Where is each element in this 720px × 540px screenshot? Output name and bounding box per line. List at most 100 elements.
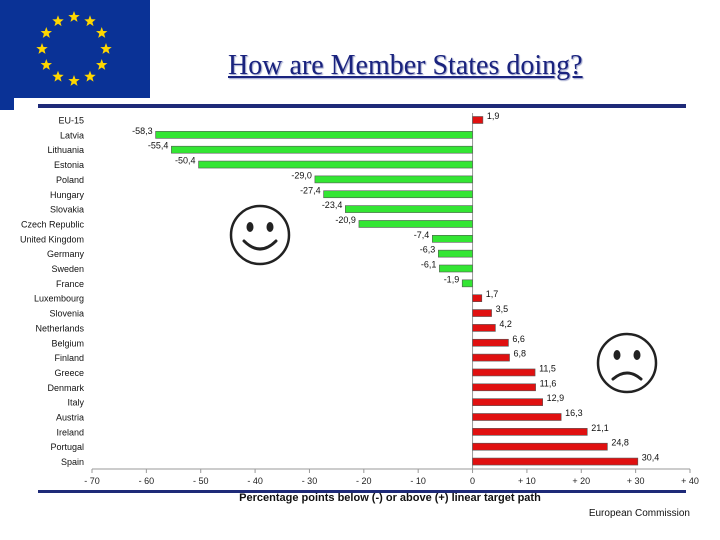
x-tick-label: - 50 <box>193 476 209 486</box>
flag-star <box>84 70 96 82</box>
data-label: 21,1 <box>591 423 609 433</box>
bar <box>472 428 588 436</box>
bar <box>439 264 473 273</box>
x-tick-label: + 30 <box>627 476 645 486</box>
category-label: France <box>56 279 84 289</box>
bar <box>472 324 496 332</box>
data-label: 11,6 <box>540 378 557 388</box>
category-label: Czech Republic <box>21 219 85 229</box>
x-tick-label: - 30 <box>302 476 318 486</box>
x-tick-label: - 70 <box>84 476 100 486</box>
category-label: Sweden <box>51 264 84 274</box>
category-label: Netherlands <box>35 323 84 333</box>
x-tick-label: + 10 <box>518 476 536 486</box>
bar <box>472 457 639 466</box>
flag-star <box>68 75 80 86</box>
footer-text: European Commission <box>588 508 690 519</box>
bar-chart: - 70 - 60 - 50 - 40 - 30 - 20 - 10 0 + 10 + 20 + 3… <box>20 111 699 504</box>
category-label: Lithuania <box>47 145 84 155</box>
data-label: 6,6 <box>512 334 525 344</box>
data-label: -6,3 <box>420 245 436 255</box>
data-label: 30,4 <box>642 453 660 463</box>
data-label: 6,8 <box>514 349 527 359</box>
bar <box>472 353 510 362</box>
data-label: 3,5 <box>496 304 509 314</box>
data-label: 4,2 <box>499 319 512 329</box>
eu-stars <box>36 11 112 86</box>
category-label: Italy <box>67 398 84 408</box>
flag-star <box>40 27 52 38</box>
data-label: 1,9 <box>487 111 500 121</box>
bar <box>472 368 536 377</box>
flag-star <box>36 43 48 54</box>
flag-star <box>96 27 108 38</box>
data-label: -6,1 <box>421 260 437 270</box>
smiley-happy-icon <box>229 204 291 266</box>
bar <box>472 398 543 406</box>
category-label: Denmark <box>47 383 84 393</box>
x-tick-label: - 10 <box>410 476 426 486</box>
flag-star <box>40 59 52 70</box>
bar <box>472 309 492 317</box>
category-label: Spain <box>61 457 84 467</box>
data-label: 24,8 <box>611 438 629 448</box>
category-label: Belgium <box>51 338 84 348</box>
bar <box>155 131 473 139</box>
bar <box>472 338 509 347</box>
bar <box>358 220 473 228</box>
category-label: Greece <box>54 368 84 378</box>
data-label: -20,9 <box>335 215 356 225</box>
x-tick-label: + 20 <box>572 476 590 486</box>
bar <box>472 383 536 392</box>
eu-flag-logo <box>0 0 150 98</box>
data-label: -27,4 <box>300 185 321 195</box>
category-label: Austria <box>56 413 84 423</box>
category-label: Slovakia <box>50 205 84 215</box>
category-label: Luxembourg <box>34 294 84 304</box>
smiley-sad-icon <box>596 332 658 394</box>
category-label: Estonia <box>54 160 84 170</box>
x-tick-label: - 20 <box>356 476 372 486</box>
header-divider <box>38 104 686 108</box>
bar <box>198 160 473 169</box>
bar <box>472 413 562 421</box>
flag-star <box>100 43 112 54</box>
flag-star <box>52 70 64 82</box>
flag-star <box>84 15 96 27</box>
data-label: 12,9 <box>547 393 565 403</box>
category-label: Ireland <box>56 427 84 437</box>
category-label: Portugal <box>50 442 84 452</box>
data-label: -50,4 <box>175 156 196 166</box>
category-label: Hungary <box>50 190 85 200</box>
bar <box>472 116 484 124</box>
bar <box>171 145 473 154</box>
bar <box>461 279 473 288</box>
category-label: EU-15 <box>58 116 84 126</box>
page-title: How are Member States doing? <box>228 50 583 81</box>
category-label: Germany <box>47 249 85 259</box>
data-label: -29,0 <box>291 170 312 180</box>
data-label: 1,7 <box>486 289 499 299</box>
bar <box>345 205 473 213</box>
category-label: Finland <box>54 353 84 363</box>
bar <box>437 249 473 258</box>
footer-divider <box>38 490 686 493</box>
category-label: United Kingdom <box>20 234 84 244</box>
x-tick-label: + 40 <box>681 476 699 486</box>
data-label: -23,4 <box>322 200 343 210</box>
data-label: 16,3 <box>565 408 583 418</box>
data-label: -7,4 <box>414 230 430 240</box>
category-label: Latvia <box>60 130 84 140</box>
x-tick-label: 0 <box>470 476 475 486</box>
data-label: 11,5 <box>539 363 556 373</box>
bar <box>472 442 608 451</box>
bar <box>314 175 473 184</box>
flag-strip <box>0 98 14 110</box>
x-axis-label: Percentage points below (-) or above (+)… <box>239 492 541 504</box>
category-label: Slovenia <box>49 309 84 319</box>
bar <box>323 190 473 199</box>
data-label: -58,3 <box>132 126 153 136</box>
flag-star <box>96 59 108 70</box>
data-label: -1,9 <box>444 274 460 284</box>
bar <box>432 235 473 243</box>
